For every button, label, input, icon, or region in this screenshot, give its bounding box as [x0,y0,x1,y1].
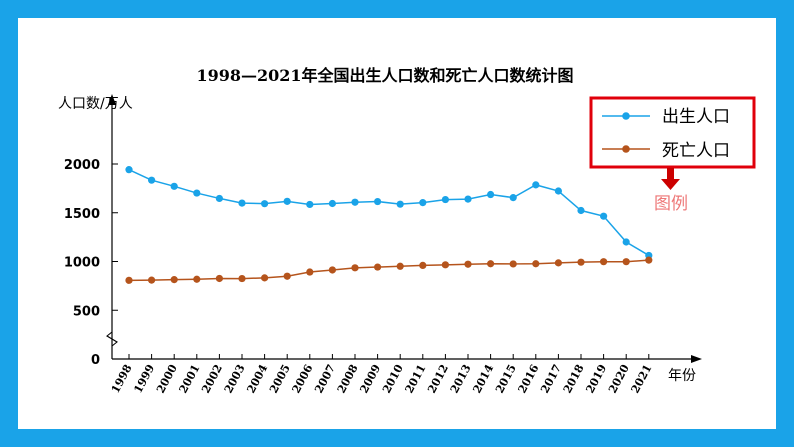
data-point-death [419,261,427,269]
x-tick-label: 2011 [403,362,429,395]
data-point-birth [374,197,382,206]
x-axis-arrow [691,355,702,363]
data-point-death [148,276,156,284]
data-point-death [215,274,223,283]
data-point-death [125,276,133,284]
x-tick-label: 2002 [199,362,225,395]
data-point-birth [193,189,201,197]
data-point-death [396,262,404,270]
x-tick-label: 2020 [606,362,632,395]
data-point-birth [509,194,517,202]
data-point-death [554,259,563,267]
data-point-death [261,274,269,282]
x-tick-label: 2014 [470,362,496,395]
x-tick-label: 2007 [312,362,338,395]
x-tick-label: 2001 [177,362,203,395]
x-tick-label: 2005 [267,362,293,395]
data-point-death [622,258,630,266]
data-point-birth [283,197,291,205]
data-point-birth [554,187,563,195]
data-point-death [238,274,246,283]
legend-box [589,96,756,169]
legend-annotation: 图例 [654,168,688,214]
y-tick-label: 500 [73,304,100,319]
x-axis-label: 年份 [668,368,696,384]
data-point-birth [396,200,404,208]
data-point-death [170,276,178,284]
data-point-birth [487,190,495,199]
chart-title: 1998—2021年全国出生人口数和死亡人口数统计图 [196,66,573,85]
data-point-death [441,261,449,269]
data-point-birth [170,182,178,190]
data-point-birth [215,194,223,203]
data-point-birth [419,199,427,207]
annotation-arrow-stem [667,168,674,180]
x-tick-label: 2010 [380,362,406,395]
x-tick-label: 2009 [357,362,383,395]
x-tick-label: 2018 [561,362,587,395]
y-ticks: 0 500 1000 1500 2000 [64,158,118,368]
legend-birth-marker [622,112,630,120]
data-point-birth [600,212,608,220]
data-point-birth [441,195,449,204]
annotation-arrow-head [661,179,680,190]
data-point-death [328,266,336,274]
data-point-birth [622,238,630,246]
data-point-death [532,260,540,268]
x-tick-label: 1999 [131,362,157,395]
data-point-birth [148,176,156,184]
data-point-birth [351,198,359,206]
x-tick-label: 2006 [290,362,316,395]
y-tick-label: 2000 [64,158,100,173]
data-point-death [374,263,382,271]
data-point-death [509,260,517,268]
chart-card: 1998—2021年全国出生人口数和死亡人口数统计图 人口数/万人 年份 0 50… [18,18,776,429]
x-tick-label: 2016 [516,362,542,395]
y-tick-label: 0 [91,353,100,368]
x-tick-label: 2021 [629,362,655,395]
series-line-birth [128,168,650,257]
x-tick-label: 2008 [335,362,361,395]
data-point-birth [238,199,246,207]
legend-death-label: 死亡人口 [662,141,730,161]
data-point-birth [577,206,585,215]
annotation-label: 图例 [654,194,688,214]
series-layer [125,166,653,284]
data-point-birth [464,195,472,203]
x-tick-label: 2015 [493,362,519,395]
data-point-birth [125,166,133,174]
data-point-birth [328,199,336,208]
data-point-death [577,258,585,266]
y-axis-arrow [108,94,116,105]
data-point-death [464,260,472,268]
legend: 出生人口 死亡人口 [589,96,756,169]
x-tick-label: 2013 [448,362,474,395]
data-point-death [487,260,495,268]
x-tick-label: 2004 [244,362,270,395]
y-tick-label: 1000 [64,256,100,271]
x-tick-label: 2017 [538,362,564,395]
data-point-death [600,258,608,266]
series-line-death [128,259,649,282]
chart-svg: 1998—2021年全国出生人口数和死亡人口数统计图 人口数/万人 年份 0 50… [58,66,756,395]
data-point-birth [532,181,540,189]
legend-death-marker [622,145,630,153]
x-tick-label: 2003 [222,362,248,395]
x-tick-label: 2000 [154,362,180,395]
data-point-death [193,275,201,283]
data-point-death [306,268,314,276]
x-tick-label: 2012 [425,362,451,395]
data-point-birth [306,200,314,209]
data-point-death [283,272,291,280]
x-ticks: 1998199920002001200220032004200520062007… [109,354,655,395]
data-point-birth [261,200,269,208]
data-point-death [645,256,653,264]
y-axis-break [106,331,118,347]
x-tick-label: 1998 [109,362,135,395]
x-tick-label: 2019 [583,362,609,395]
legend-birth-label: 出生人口 [662,107,730,127]
y-axis-label: 人口数/万人 [58,96,133,112]
data-point-death [351,264,359,272]
y-tick-label: 1500 [64,207,100,222]
